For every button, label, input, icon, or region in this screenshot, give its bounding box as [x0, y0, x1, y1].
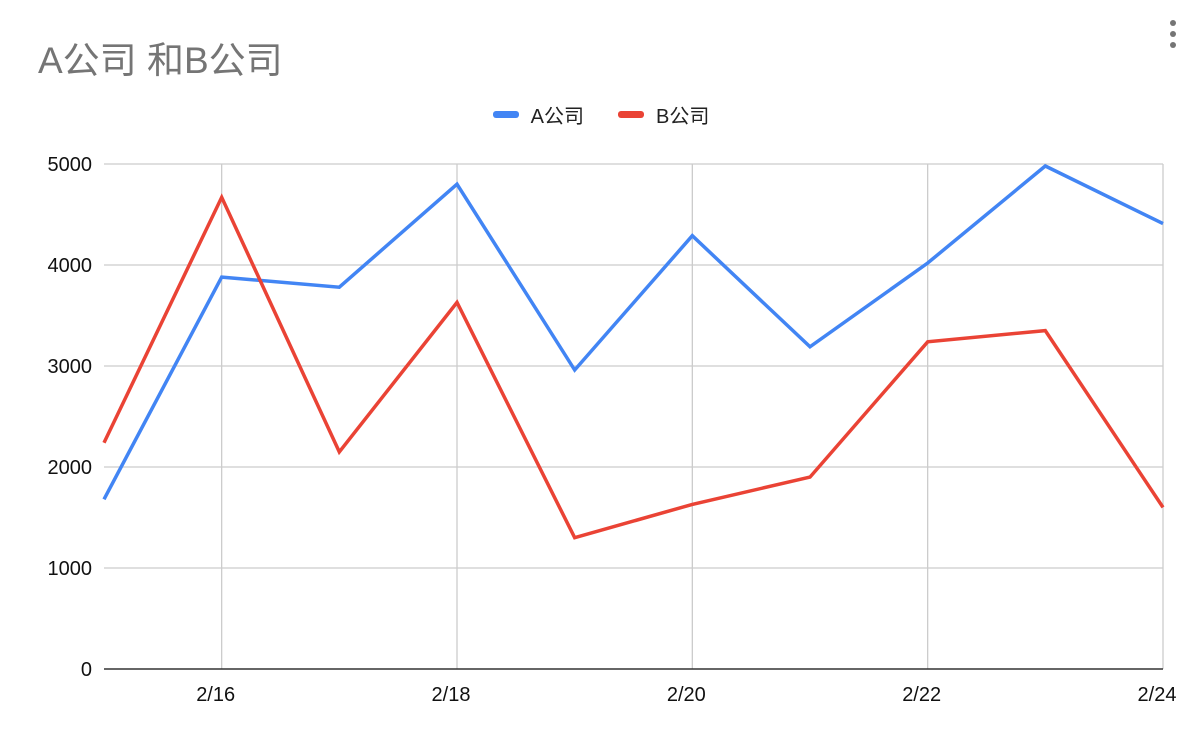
- legend-swatch-a: [492, 111, 519, 118]
- legend-item-b[interactable]: B公司: [618, 100, 709, 129]
- x-tick-label: 2/22: [902, 684, 941, 706]
- y-tick-label: 3000: [48, 356, 93, 378]
- legend-swatch-b: [618, 111, 644, 118]
- y-tick-label: 2000: [48, 457, 93, 479]
- y-tick-label: 5000: [48, 154, 93, 176]
- more-options-button[interactable]: [1158, 14, 1188, 54]
- y-tick-label: 0: [81, 659, 92, 681]
- legend-item-a[interactable]: A公司: [492, 100, 584, 129]
- chart-title: A公司 和B公司: [38, 40, 283, 81]
- x-tick-label: 2/18: [432, 684, 471, 706]
- more-vert-icon: [1170, 20, 1176, 26]
- y-tick-label: 1000: [48, 558, 93, 580]
- x-tick-label: 2/16: [196, 684, 235, 706]
- series-line-a: [102, 163, 1164, 501]
- x-tick-label: 2/24: [1138, 684, 1177, 706]
- x-tick-label: 2/20: [667, 684, 706, 706]
- legend-label-a: A公司: [530, 106, 584, 128]
- legend-label-b: B公司: [656, 106, 710, 128]
- y-tick-label: 4000: [48, 255, 93, 277]
- legend: A公司 B公司: [0, 100, 1202, 129]
- series-line-b: [102, 193, 1165, 540]
